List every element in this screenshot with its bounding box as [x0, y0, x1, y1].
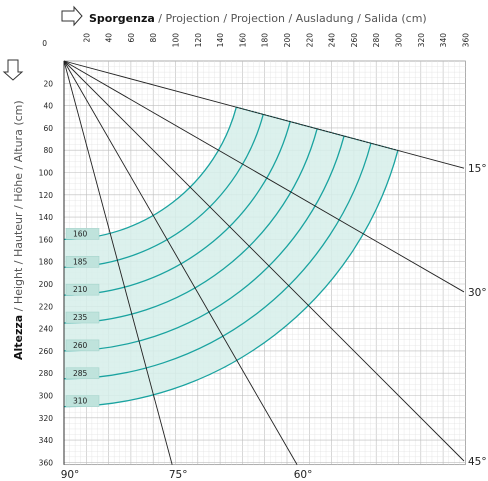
x-tick-label: 260	[350, 33, 359, 48]
arm-length-label: 185	[73, 257, 88, 266]
arc-210	[63, 121, 291, 296]
arrow-right-outline-icon	[61, 5, 83, 27]
arm-length-badge	[65, 339, 100, 352]
x-tick-label: 160	[238, 33, 247, 48]
arc-285	[63, 143, 372, 380]
angle-labels: 15° 30° 45° 60° 75° 90°	[61, 163, 487, 481]
ray-75	[63, 60, 173, 465]
angle-label: 30°	[468, 287, 487, 299]
x-tick-labels: 0 20 40 60 80 100 120 140 160 180 200 220 240 260 280 3…	[42, 33, 470, 48]
arm-length-label: 310	[73, 397, 88, 406]
angle-label: 45°	[468, 456, 487, 468]
ray-30	[63, 60, 465, 293]
x-tick-label: 140	[216, 33, 225, 48]
y-tick-label: 280	[39, 369, 54, 378]
ray-15	[63, 60, 465, 169]
y-tick-label: 100	[39, 169, 54, 178]
y-tick-label: 320	[39, 414, 54, 423]
x-tick-label: 40	[105, 33, 114, 43]
x-tick-label: 220	[305, 33, 314, 48]
y-tick-label: 20	[43, 79, 53, 88]
arm-length-badge	[65, 228, 100, 240]
arm-length-badge	[65, 311, 100, 324]
angle-label: 15°	[468, 163, 487, 175]
x-tick-label: 240	[328, 33, 337, 48]
y-tick-label: 360	[39, 458, 54, 467]
y-tick-label: 180	[39, 258, 54, 267]
x-tick-label: 20	[82, 33, 91, 43]
arm-length-badge	[65, 367, 100, 380]
y-tick-label: 140	[39, 213, 54, 222]
x-tick-label: 360	[461, 33, 470, 48]
arm-arcs	[63, 106, 399, 408]
y-tick-label: 160	[39, 235, 54, 244]
angle-label: 90°	[61, 469, 80, 481]
x-tick-label: 80	[149, 33, 158, 43]
y-tick-label: 260	[39, 347, 54, 356]
x-tick-label: 0	[42, 39, 47, 48]
x-tick-label: 120	[194, 33, 203, 48]
arc-260	[63, 135, 345, 352]
arc-235	[63, 128, 318, 324]
ray-60	[63, 60, 298, 465]
arc-310	[63, 150, 399, 408]
arm-length-label: 210	[73, 285, 88, 294]
y-tick-label: 300	[39, 392, 54, 401]
arm-length-label: 235	[73, 313, 88, 322]
x-tick-label: 60	[127, 33, 136, 43]
y-tick-label: 120	[39, 191, 54, 200]
arm-length-label: 160	[73, 229, 88, 238]
arm-length-label: 260	[73, 341, 88, 350]
arm-length-badge	[65, 395, 100, 407]
ray-45	[63, 60, 465, 462]
x-tick-label: 180	[261, 33, 270, 48]
y-tick-label: 200	[39, 280, 54, 289]
arc-185	[63, 114, 264, 268]
x-tick-label: 100	[172, 33, 181, 48]
x-tick-label: 340	[439, 33, 448, 48]
arrow-down-outline-icon	[2, 59, 24, 81]
x-tick-label: 300	[395, 33, 404, 48]
x-tick-label: 280	[372, 33, 381, 48]
arm-length-labels: 160 185 210 235 260 285 310	[65, 228, 100, 407]
y-tick-label: 80	[43, 146, 53, 155]
y-tick-label: 220	[39, 302, 54, 311]
y-tick-label: 340	[39, 436, 54, 445]
arm-length-label: 285	[73, 369, 88, 378]
coverage-band	[64, 107, 398, 407]
x-tick-label: 200	[283, 33, 292, 48]
angle-label: 75°	[169, 469, 188, 481]
x-tick-label: 320	[417, 33, 426, 48]
coverage-fill	[64, 107, 398, 407]
y-tick-label: 60	[43, 124, 53, 133]
y-tick-label: 40	[43, 102, 53, 111]
arm-length-badge	[65, 256, 100, 268]
y-axis-title: Altezza / Height / Hauteur / Höhe / Altu…	[12, 100, 25, 360]
angle-rays	[63, 60, 465, 465]
y-tick-label: 240	[39, 325, 54, 334]
arm-length-badge	[65, 283, 100, 296]
x-axis-title: Sporgenza / Projection / Projection / Au…	[89, 12, 427, 25]
angle-label: 60°	[294, 469, 313, 481]
y-tick-labels: 20 40 60 80 100 120 140 160 180 200 220 240 260 280 30…	[39, 79, 54, 467]
